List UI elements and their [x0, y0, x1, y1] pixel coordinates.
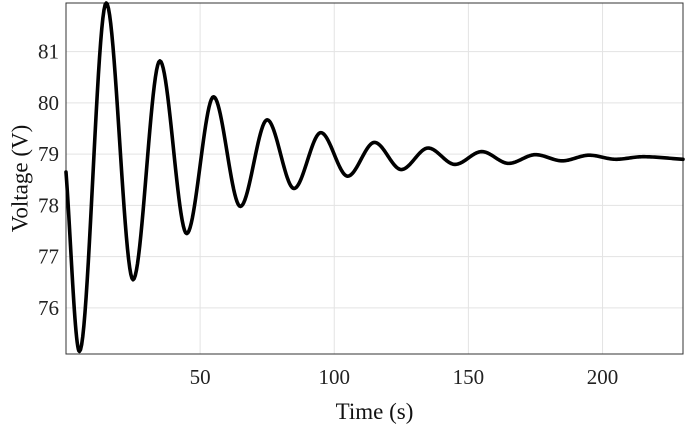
y-tick-label: 78 — [38, 193, 59, 217]
voltage-series-line — [64, 1, 685, 354]
y-tick-label: 77 — [38, 245, 59, 269]
grid-lines — [66, 3, 683, 354]
tick-labels: 50 100 150 200 76 77 78 79 80 81 — [38, 40, 618, 389]
y-tick-label: 80 — [38, 91, 59, 115]
y-tick-label: 81 — [38, 40, 59, 64]
x-tick-label: 50 — [190, 365, 211, 389]
y-tick-label: 76 — [38, 296, 59, 320]
plot-area-frame — [65, 2, 684, 355]
x-tick-label: 150 — [453, 365, 485, 389]
x-axis-label: Time (s) — [336, 399, 414, 424]
y-tick-label: 79 — [38, 142, 59, 166]
y-axis-label: Voltage (V) — [7, 125, 32, 233]
x-tick-label: 100 — [319, 365, 351, 389]
x-tick-label: 200 — [587, 365, 619, 389]
